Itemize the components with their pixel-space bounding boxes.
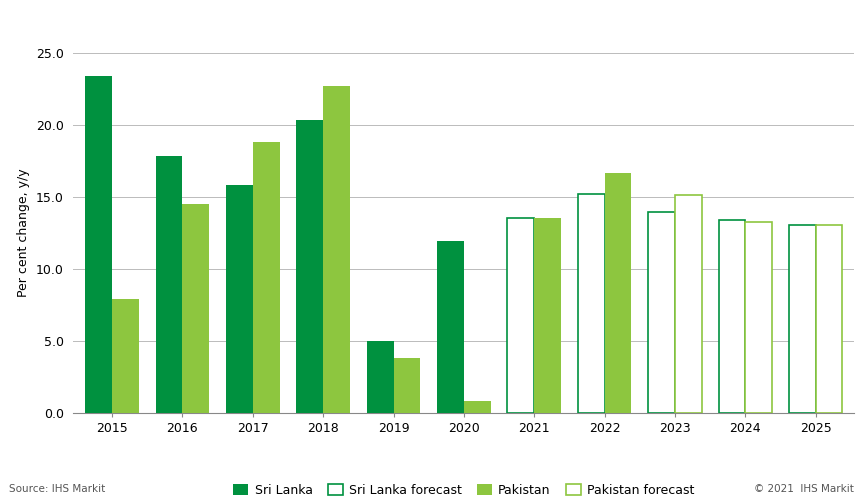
Bar	[816, 226, 842, 412]
Bar	[534, 218, 561, 412]
Bar	[746, 222, 772, 412]
Bar	[182, 204, 209, 412]
Bar	[648, 212, 675, 412]
Text: © 2021  IHS Markit: © 2021 IHS Markit	[754, 484, 854, 494]
Bar	[367, 340, 394, 412]
Bar	[463, 401, 490, 412]
Bar	[253, 142, 280, 412]
Bar	[438, 241, 463, 412]
Bar	[789, 226, 816, 412]
Bar	[85, 76, 112, 412]
Bar	[675, 195, 702, 412]
Y-axis label: Per cent change, y/y: Per cent change, y/y	[17, 168, 30, 297]
Bar	[323, 86, 350, 412]
Bar	[605, 174, 632, 412]
Bar	[112, 298, 139, 412]
Text: Source: IHS Markit: Source: IHS Markit	[9, 484, 105, 494]
Bar	[394, 358, 420, 412]
Bar	[507, 218, 534, 412]
Text: Credit growth forecast in Sri Lanka and Pakistan: Credit growth forecast in Sri Lanka and …	[9, 14, 450, 29]
Bar	[155, 156, 182, 412]
Bar	[719, 220, 746, 412]
Legend: Sri Lanka, Sri Lanka forecast, Pakistan, Pakistan forecast: Sri Lanka, Sri Lanka forecast, Pakistan,…	[229, 478, 699, 500]
Bar	[296, 120, 323, 412]
Bar	[578, 194, 605, 412]
Bar	[226, 185, 253, 412]
